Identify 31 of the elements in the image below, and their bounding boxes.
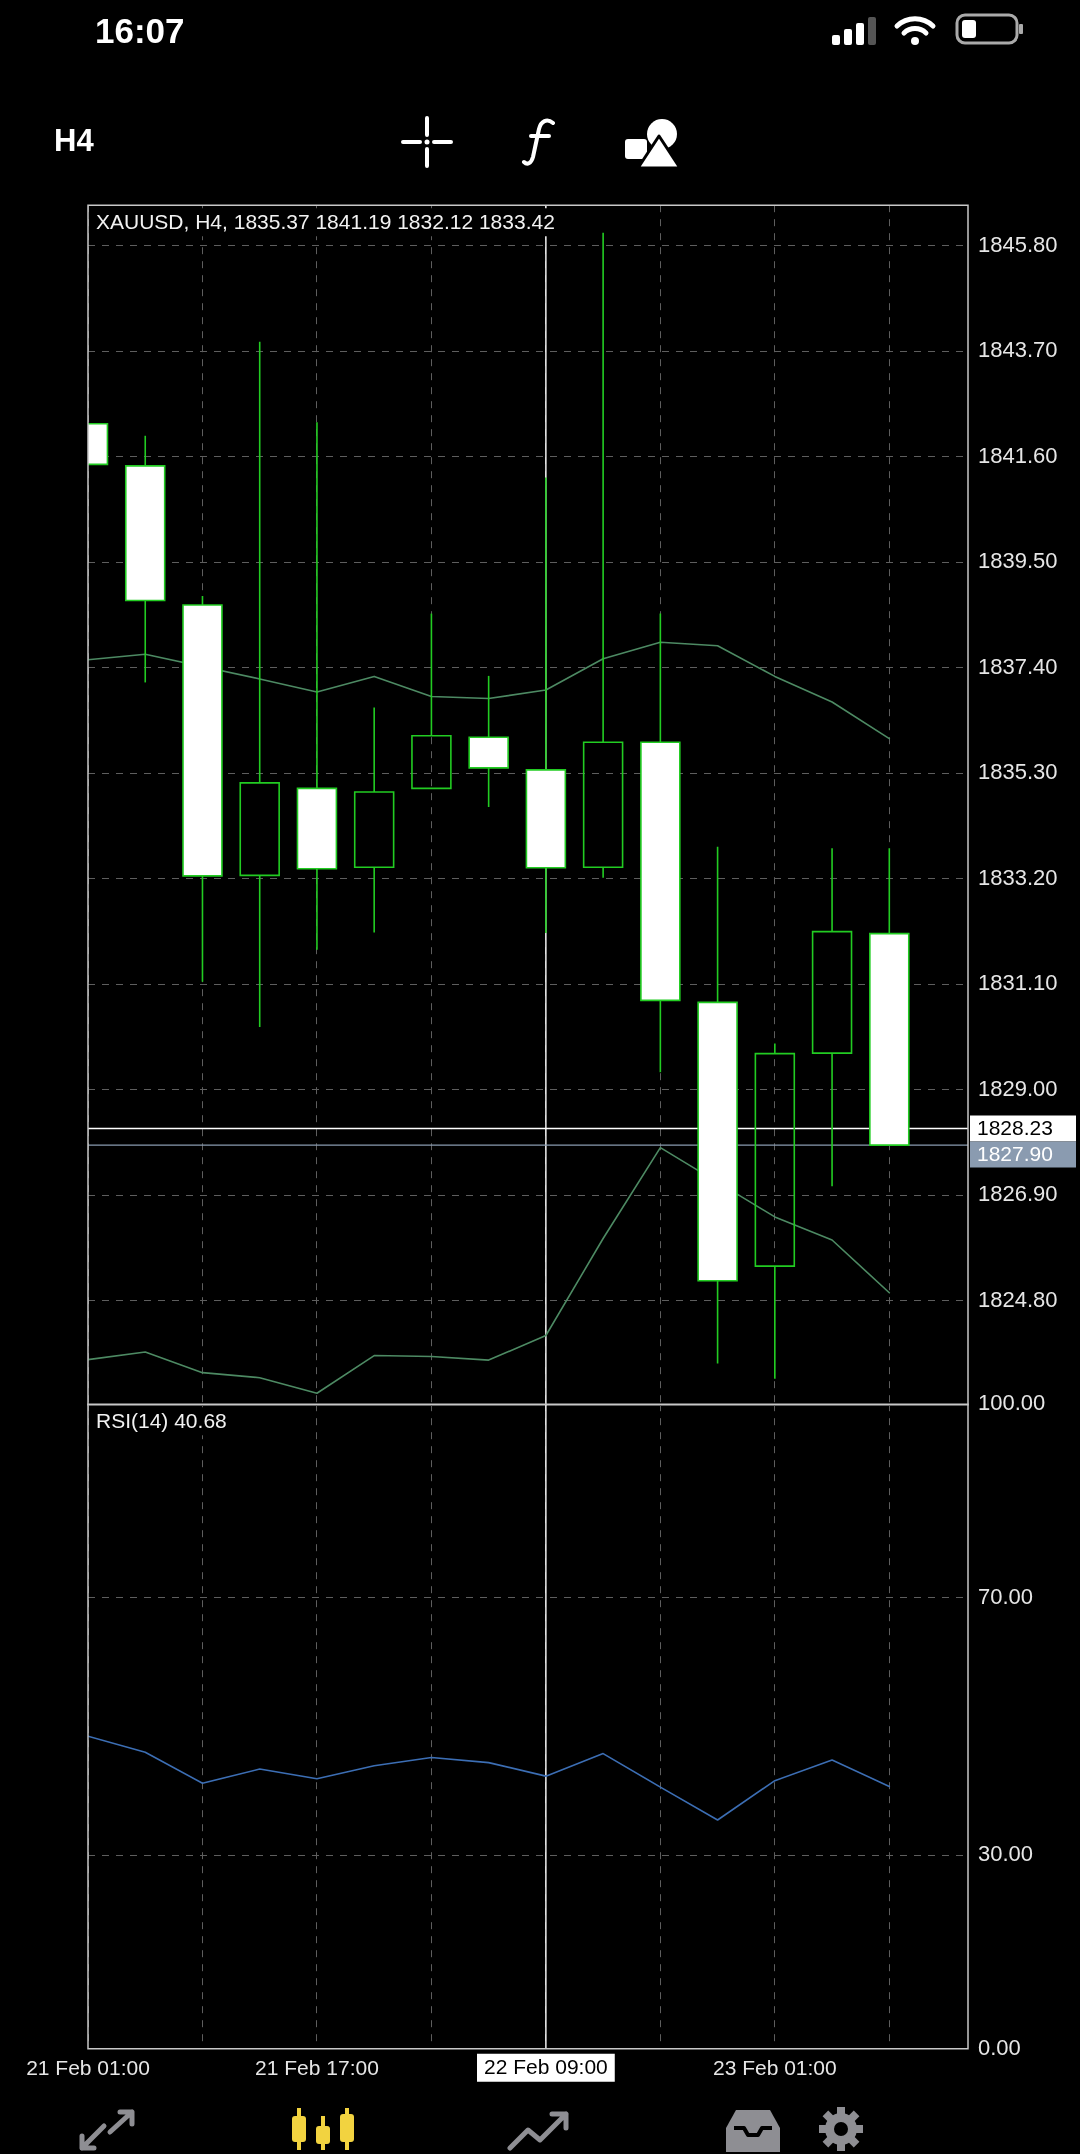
- y-tick-label: 1826.90: [978, 1181, 1058, 1207]
- text: H4: [54, 122, 94, 160]
- y-tick-label: 1831.10: [978, 970, 1058, 996]
- y-tick-label: 1839.50: [978, 548, 1058, 574]
- x-tick-label: 21 Feb 01:00: [26, 2056, 150, 2080]
- y-tick-label: 1841.60: [978, 442, 1058, 468]
- y-tick-label: 1833.20: [978, 864, 1058, 890]
- y-tick-label: 1824.80: [978, 1286, 1058, 1312]
- ref-line-label: 1828.23: [977, 1116, 1053, 1140]
- candlestick: [811, 847, 853, 1187]
- candlestick: [353, 706, 395, 934]
- candlestick: [754, 1042, 796, 1380]
- ref-line-label: 22 Feb 09:00: [484, 2054, 608, 2078]
- y-tick-label: 1843.70: [978, 337, 1058, 363]
- chart-title: RSI(14) 40.68: [96, 1409, 227, 1433]
- x-tick-label: 21 Feb 17:00: [255, 2056, 379, 2080]
- ref-line-label: 1827.90: [977, 1142, 1053, 1166]
- y-tick-label: 1835.30: [978, 759, 1058, 785]
- text: 16:07: [95, 10, 185, 52]
- candlestick: [582, 231, 624, 879]
- y-tick-label: 30.00: [978, 1841, 1034, 1867]
- chart-title: XAUUSD, H4, 1835.37 1841.19 1832.12 1833.42: [96, 210, 555, 234]
- y-tick-label: 70.00: [978, 1584, 1034, 1610]
- y-tick-label: 1837.40: [978, 653, 1058, 679]
- candlestick: [411, 612, 452, 790]
- y-tick-label: 1845.80: [978, 231, 1058, 257]
- y-tick-label: 0.00: [978, 2035, 1021, 2061]
- y-tick-label: 100.00: [978, 1390, 1046, 1416]
- x-tick-label: 23 Feb 01:00: [712, 2056, 837, 2080]
- candlestick: [239, 340, 280, 1028]
- y-tick-label: 1829.00: [978, 1075, 1058, 1101]
